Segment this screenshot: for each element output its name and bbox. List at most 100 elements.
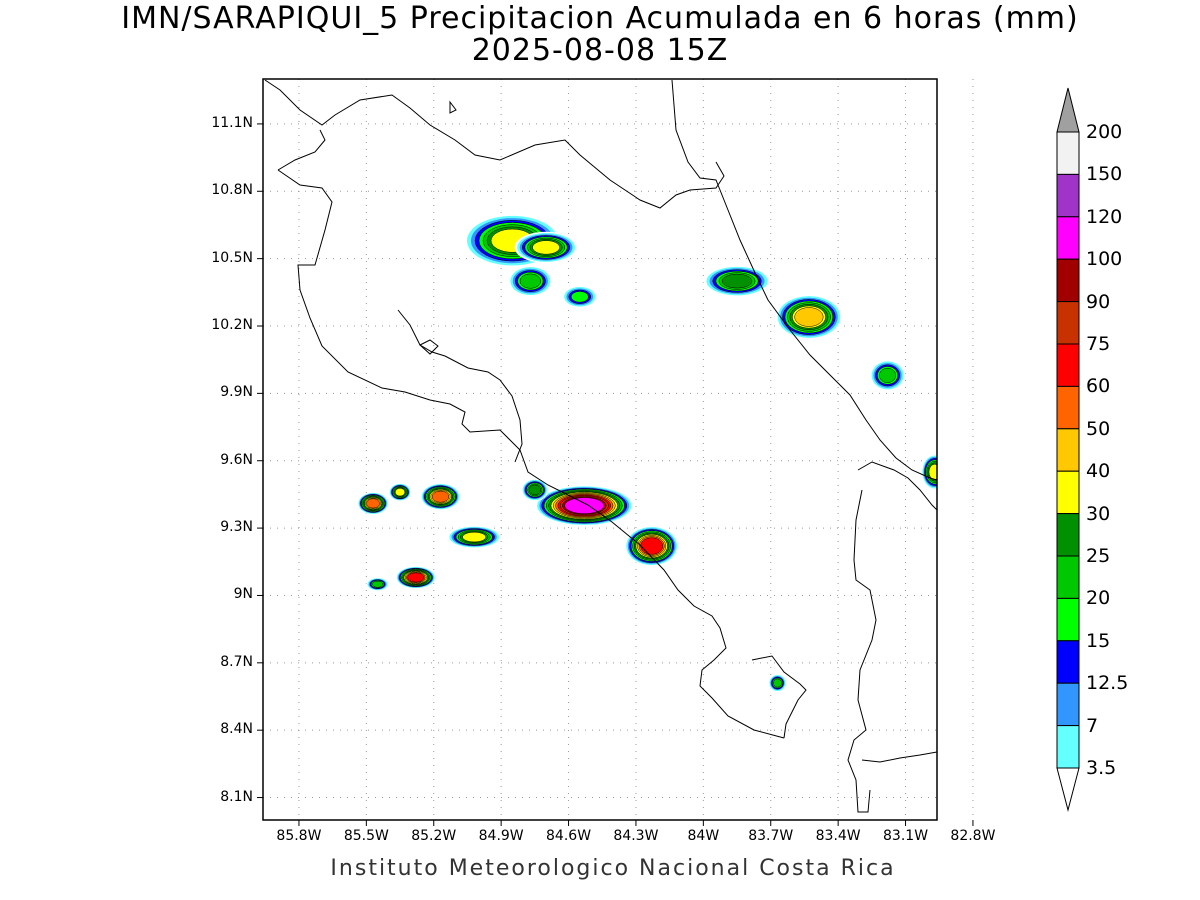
osa-peninsula bbox=[751, 655, 807, 739]
colorbar-band bbox=[1056, 343, 1080, 387]
lake-nicaragua-shore bbox=[264, 79, 725, 209]
lon-tick-label: 85.5W bbox=[343, 828, 389, 844]
precip-contour-120 bbox=[564, 497, 605, 514]
colorbar-label: 30 bbox=[1086, 502, 1111, 525]
precip-cell bbox=[420, 483, 461, 511]
precip-cell bbox=[366, 577, 389, 591]
precip-cell bbox=[507, 265, 553, 297]
colorbar-band bbox=[1056, 597, 1080, 642]
colorbar-label: 12.5 bbox=[1086, 672, 1129, 695]
precip-cell bbox=[388, 483, 412, 502]
lat-tick-label: 8.4N bbox=[220, 721, 253, 738]
lat-tick-label: 9.6N bbox=[220, 451, 253, 468]
caribbean-coast-nicaragua bbox=[671, 79, 937, 481]
precip-contour-40 bbox=[394, 488, 406, 497]
gridlines bbox=[263, 79, 974, 820]
lat-tick-label: 10.5N bbox=[211, 249, 253, 266]
colorbar-label: 90 bbox=[1086, 290, 1111, 313]
chart-title: IMN/SARAPIQUI_5 Precipitacion Acumulada … bbox=[121, 1, 1079, 36]
panama-border-south bbox=[847, 489, 877, 813]
colorbar-label: 150 bbox=[1086, 163, 1123, 186]
colorbar-label: 3.5 bbox=[1086, 757, 1117, 779]
precip-cell bbox=[921, 453, 937, 490]
precip-cell bbox=[357, 492, 389, 515]
lon-tick-label: 84W bbox=[687, 828, 720, 844]
lat-tick-label: 9.9N bbox=[220, 384, 253, 401]
precip-contour-25 bbox=[773, 678, 782, 688]
precip-contour-30 bbox=[721, 273, 753, 289]
colorbar-label: 100 bbox=[1086, 248, 1123, 271]
lon-tick-label: 82.8W bbox=[950, 828, 996, 844]
colorbar-label: 50 bbox=[1086, 417, 1111, 440]
lat-tick-label: 11.1N bbox=[211, 114, 253, 131]
colorbar-max-arrow bbox=[1056, 87, 1080, 133]
lon-tick-label: 83.4W bbox=[815, 828, 861, 844]
precip-contour-40 bbox=[532, 240, 560, 255]
lat-tick-label: 10.8N bbox=[211, 182, 253, 199]
colorbar-band bbox=[1056, 725, 1080, 769]
precipitation-cells bbox=[357, 213, 937, 693]
lon-tick-label: 85.8W bbox=[276, 828, 322, 844]
precip-contour-25 bbox=[879, 367, 897, 383]
precip-cell bbox=[869, 359, 906, 392]
colorbar-band bbox=[1056, 470, 1080, 515]
nicaragua-costa-rica-border bbox=[277, 129, 326, 171]
colorbar-band bbox=[1056, 640, 1080, 684]
precip-contour-25 bbox=[372, 580, 383, 588]
colorbar-min-arrow bbox=[1056, 767, 1080, 812]
colorbar-label: 25 bbox=[1086, 545, 1111, 567]
small-island-north bbox=[449, 100, 457, 114]
precip-contour-60 bbox=[431, 490, 450, 503]
precip-cell bbox=[447, 525, 502, 549]
precip-contour-60 bbox=[366, 498, 380, 509]
precip-cell bbox=[624, 525, 679, 567]
lat-tick-label: 9N bbox=[233, 586, 253, 603]
precip-contour-25 bbox=[519, 273, 541, 289]
lon-tick-label: 84.9W bbox=[478, 828, 524, 844]
colorbar-band bbox=[1056, 173, 1080, 218]
precip-cell bbox=[521, 478, 549, 502]
lon-tick-label: 84.6W bbox=[546, 828, 592, 844]
nicoya-gulf-coast bbox=[397, 309, 523, 463]
axis-ticks bbox=[257, 123, 974, 826]
colorbar-band bbox=[1056, 301, 1080, 345]
precip-cell bbox=[775, 294, 843, 340]
colorbar-band bbox=[1056, 131, 1080, 175]
precip-cell bbox=[703, 265, 771, 297]
lon-tick-label: 83.7W bbox=[748, 828, 794, 844]
precip-cell bbox=[514, 231, 578, 264]
colorbar-band bbox=[1056, 513, 1080, 557]
precip-contour-50 bbox=[794, 307, 824, 327]
lat-tick-label: 8.7N bbox=[220, 653, 253, 670]
precip-contour-30 bbox=[528, 484, 542, 496]
colorbar bbox=[1056, 87, 1080, 812]
colorbar-label: 60 bbox=[1086, 375, 1111, 398]
colorbar-label: 15 bbox=[1086, 629, 1111, 652]
precip-cell bbox=[561, 285, 598, 309]
lat-tick-label: 8.1N bbox=[220, 788, 253, 805]
panama-border bbox=[857, 461, 937, 511]
credit-footer: Instituto Meteorologico Nacional Costa R… bbox=[330, 856, 896, 881]
panama-coast bbox=[861, 751, 937, 763]
colorbar-band bbox=[1056, 258, 1080, 303]
precip-contour-40 bbox=[928, 463, 937, 480]
colorbar-band bbox=[1056, 682, 1080, 727]
colorbar-band bbox=[1056, 385, 1080, 430]
precip-contour-40 bbox=[462, 531, 487, 543]
colorbar-band bbox=[1056, 428, 1080, 472]
precip-contour-75 bbox=[640, 537, 663, 555]
colorbar-label: 200 bbox=[1086, 121, 1123, 143]
precip-cell bbox=[768, 674, 787, 693]
precip-cell bbox=[395, 566, 436, 589]
precip-contour-20 bbox=[570, 291, 589, 303]
gulf-island bbox=[419, 339, 439, 355]
lon-tick-label: 85.2W bbox=[411, 828, 457, 844]
plot-frame bbox=[262, 78, 938, 821]
colorbar-label: 7 bbox=[1086, 714, 1099, 737]
colorbar-label: 20 bbox=[1086, 587, 1111, 610]
coastlines-borders bbox=[264, 79, 937, 813]
lon-tick-label: 84.3W bbox=[613, 828, 659, 844]
lat-tick-label: 10.2N bbox=[211, 317, 253, 333]
colorbar-band bbox=[1056, 555, 1080, 599]
